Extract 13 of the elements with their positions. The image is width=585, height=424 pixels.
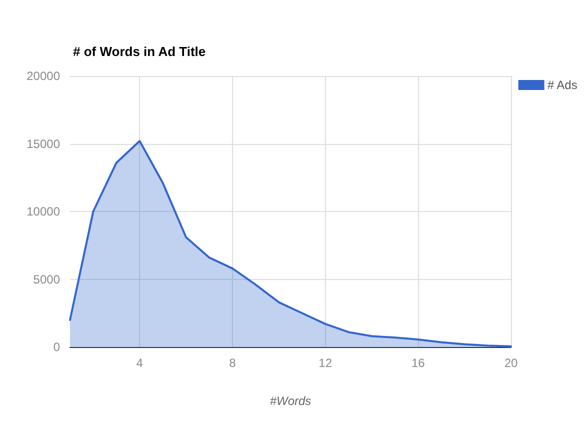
x-tick-label: 4	[136, 356, 144, 370]
chart-title: # of Words in Ad Title	[73, 44, 206, 59]
y-tick-label: 0	[53, 340, 60, 354]
y-tick-label: 15000	[26, 136, 60, 151]
x-tick-label: 8	[229, 356, 236, 370]
y-tick-label: 10000	[26, 204, 60, 218]
y-tick-label: 20000	[26, 69, 60, 83]
x-axis-title: #Words	[270, 394, 312, 408]
y-tick-label: 5000	[33, 272, 60, 286]
legend-label: # Ads	[547, 78, 578, 92]
x-tick-label: 12	[318, 356, 332, 370]
x-tick-label: 16	[411, 356, 426, 370]
x-tick-label: 20	[504, 356, 518, 370]
